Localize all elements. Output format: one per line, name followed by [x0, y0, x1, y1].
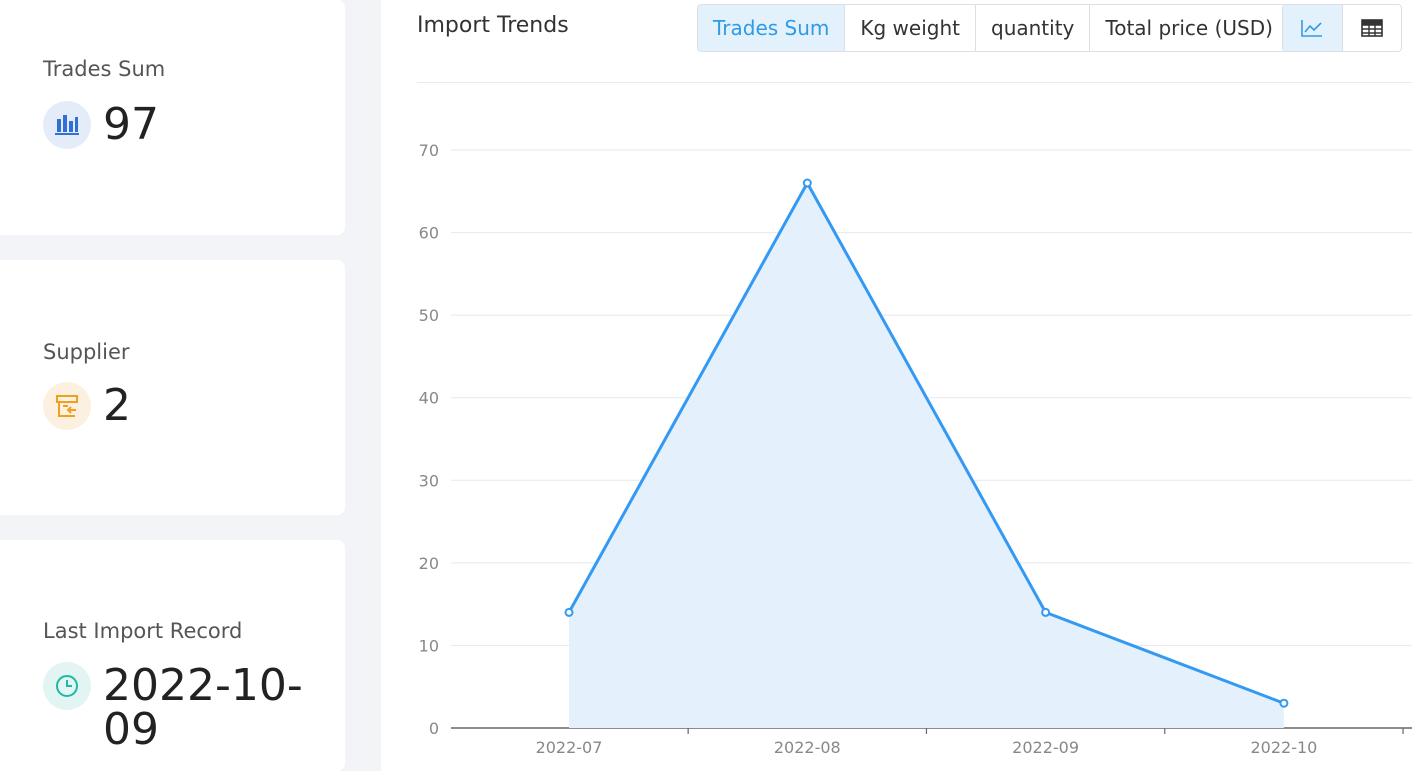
- trades-sum-value: 97: [103, 99, 159, 150]
- header-divider: [417, 82, 1412, 83]
- x-tick-label: 2022-09: [1012, 738, 1079, 757]
- trades-sum-label: Trades Sum: [43, 57, 166, 81]
- y-tick-label: 50: [419, 306, 439, 325]
- series-line: [567, 181, 1285, 705]
- supplier-value: 2: [103, 380, 131, 431]
- view-toggle: [1282, 4, 1402, 52]
- x-tick-label: 2022-08: [774, 738, 841, 757]
- line-chart-icon: [1301, 20, 1323, 37]
- series-area: [569, 183, 1284, 728]
- y-tick-label: 30: [419, 471, 439, 490]
- y-tick-label: 40: [419, 389, 439, 408]
- x-tick-label: 2022-10: [1250, 738, 1317, 757]
- y-tick-label: 20: [419, 554, 439, 573]
- y-tick-label: 0: [429, 719, 439, 738]
- table-view-button[interactable]: [1341, 5, 1401, 51]
- metric-tabs: Trades Sum Kg weight quantity Total pric…: [697, 4, 1289, 52]
- tab-total-price[interactable]: Total price (USD): [1089, 5, 1288, 51]
- supplier-label: Supplier: [43, 340, 130, 364]
- clock-icon: [43, 662, 91, 710]
- data-point: [1041, 607, 1051, 617]
- data-point: [564, 607, 574, 617]
- tab-trades-sum[interactable]: Trades Sum: [698, 5, 845, 51]
- panel-title: Import Trends: [417, 13, 569, 38]
- store-icon: [43, 382, 91, 430]
- tab-kg-weight[interactable]: Kg weight: [844, 5, 975, 51]
- trades-sum-card: Trades Sum 97: [0, 0, 345, 235]
- line-chart-view-button[interactable]: [1283, 5, 1342, 51]
- tab-quantity[interactable]: quantity: [975, 5, 1090, 51]
- x-tick-label: 2022-07: [536, 738, 603, 757]
- import-trends-chart: 0 10 20 30 40 50 60 70 2022-07 2022-08 2022-09 2022…: [419, 141, 1412, 757]
- y-tick-label: 70: [419, 141, 439, 160]
- bar-chart-icon: [43, 101, 91, 149]
- data-point: [1279, 698, 1289, 708]
- last-import-value: 2022-10-09: [103, 660, 303, 755]
- supplier-card: Supplier 2: [0, 260, 345, 515]
- data-point: [802, 178, 812, 188]
- table-icon: [1360, 19, 1383, 37]
- y-tick-label: 60: [419, 224, 439, 243]
- last-import-label: Last Import Record: [43, 619, 243, 643]
- last-import-card: Last Import Record 2022-10-09: [0, 540, 345, 771]
- y-tick-label: 10: [419, 636, 439, 655]
- import-trends-panel: Import Trends Trades Sum Kg weight quant…: [381, 0, 1412, 771]
